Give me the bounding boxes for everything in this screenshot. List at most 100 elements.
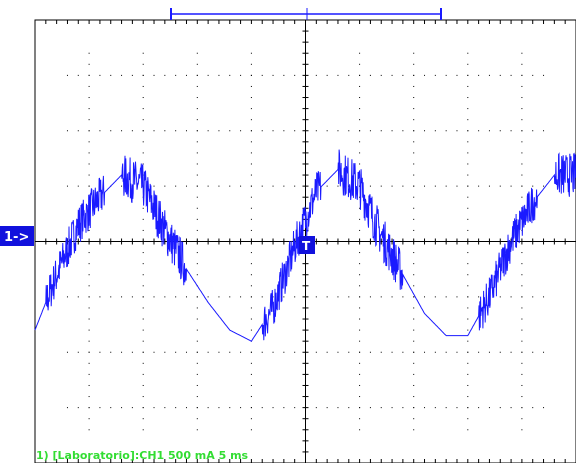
grid-dot: [88, 340, 90, 342]
grid-dot: [88, 152, 90, 154]
grid-dot: [348, 74, 350, 76]
grid-dot: [229, 130, 231, 132]
grid-dot: [142, 63, 144, 65]
grid-dot: [207, 130, 209, 132]
grid-dot: [521, 141, 523, 143]
grid-dot: [66, 351, 68, 353]
grid-dot: [88, 407, 90, 409]
grid-dot: [521, 163, 523, 165]
grid-dot: [413, 274, 415, 276]
grid-dot: [110, 351, 112, 353]
grid-dot: [467, 407, 469, 409]
grid-dot: [402, 351, 404, 353]
grid-dot: [326, 74, 328, 76]
grid-dot: [424, 185, 426, 187]
grid-dot: [445, 296, 447, 298]
grid-dot: [478, 74, 480, 76]
grid-dot: [359, 63, 361, 65]
grid-dot: [250, 396, 252, 398]
grid-dot: [88, 429, 90, 431]
grid-dot: [467, 318, 469, 320]
grid-dot: [478, 296, 480, 298]
grid-dot: [359, 119, 361, 121]
grid-dot: [413, 108, 415, 110]
grid-dot: [315, 74, 317, 76]
grid-dot: [413, 362, 415, 364]
grid-dot: [66, 407, 68, 409]
grid-dot: [380, 351, 382, 353]
grid-dot: [88, 362, 90, 364]
grid-dot: [369, 296, 371, 298]
grid-dot: [250, 63, 252, 65]
grid-dot: [250, 152, 252, 154]
grid-dot: [510, 74, 512, 76]
grid-dot: [250, 329, 252, 331]
grid-dot: [434, 351, 436, 353]
grid-dot: [77, 74, 79, 76]
grid-dot: [413, 229, 415, 231]
grid-dot: [142, 218, 144, 220]
grid-dot: [521, 307, 523, 309]
grid-dot: [467, 229, 469, 231]
grid-dot: [250, 196, 252, 198]
grid-dot: [478, 130, 480, 132]
grid-dot: [326, 130, 328, 132]
grid-dot: [261, 407, 263, 409]
grid-dot: [240, 74, 242, 76]
grid-dot: [424, 351, 426, 353]
grid-dot: [413, 329, 415, 331]
grid-dot: [66, 130, 68, 132]
grid-dot: [250, 263, 252, 265]
grid-dot: [359, 407, 361, 409]
grid-dot: [283, 296, 285, 298]
grid-dot: [391, 185, 393, 187]
grid-dot: [359, 340, 361, 342]
grid-dot: [196, 97, 198, 99]
grid-dot: [88, 74, 90, 76]
grid-dot: [413, 285, 415, 287]
grid-dot: [88, 373, 90, 375]
grid-dot: [175, 74, 177, 76]
grid-dot: [196, 152, 198, 154]
grid-dot: [196, 163, 198, 165]
grid-dot: [229, 185, 231, 187]
grid-dot: [164, 74, 166, 76]
grid-dot: [521, 185, 523, 187]
grid-dot: [499, 407, 501, 409]
grid-dot: [380, 130, 382, 132]
grid-dot: [369, 407, 371, 409]
grid-dot: [521, 318, 523, 320]
grid-dot: [142, 285, 144, 287]
grid-dot: [467, 285, 469, 287]
grid-dot: [413, 85, 415, 87]
grid-dot: [294, 296, 296, 298]
grid-dot: [315, 351, 317, 353]
grid-dot: [272, 296, 274, 298]
grid-dot: [413, 340, 415, 342]
grid-dot: [445, 407, 447, 409]
grid-dot: [261, 74, 263, 76]
grid-dot: [337, 130, 339, 132]
grid-dot: [315, 130, 317, 132]
grid-dot: [207, 351, 209, 353]
grid-dot: [467, 307, 469, 309]
grid-dot: [77, 407, 79, 409]
grid-dot: [185, 351, 187, 353]
grid-dot: [250, 229, 252, 231]
grid-dot: [413, 307, 415, 309]
grid-dot: [359, 384, 361, 386]
grid-dot: [456, 407, 458, 409]
grid-dot: [196, 296, 198, 298]
grid-dot: [510, 407, 512, 409]
grid-dot: [196, 119, 198, 121]
grid-dot: [142, 318, 144, 320]
grid-dot: [88, 108, 90, 110]
grid-dot: [153, 185, 155, 187]
grid-dot: [196, 218, 198, 220]
grid-dot: [66, 296, 68, 298]
grid-dot: [250, 407, 252, 409]
grid-dot: [207, 296, 209, 298]
grid-dot: [467, 174, 469, 176]
grid-dot: [250, 373, 252, 375]
grid-dot: [402, 130, 404, 132]
